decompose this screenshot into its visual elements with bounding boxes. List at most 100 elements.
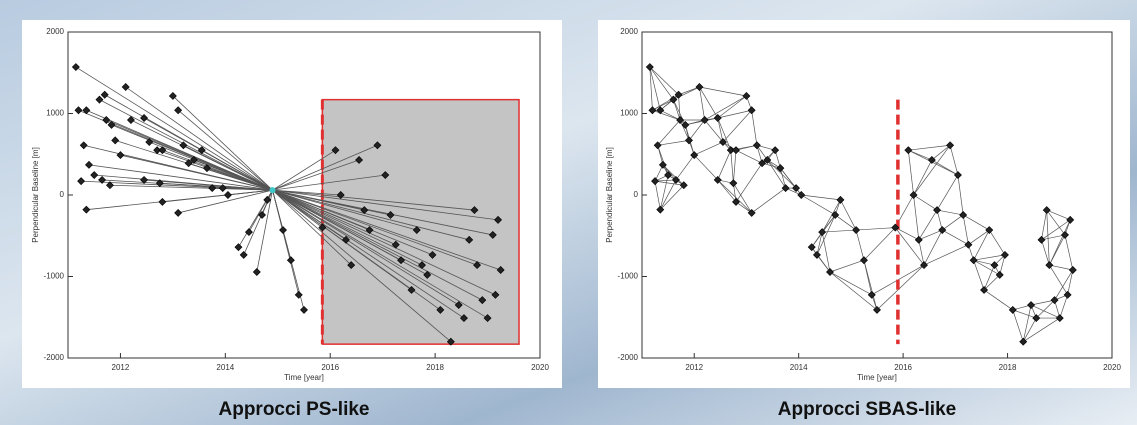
edge [735, 201, 752, 214]
edge [767, 159, 786, 189]
edge [863, 260, 878, 311]
x-axis-label: Time [year] [857, 373, 897, 382]
point [1032, 314, 1041, 323]
point [771, 146, 780, 155]
edge [660, 109, 681, 121]
y-tick-label: -1000 [44, 272, 65, 281]
point [126, 116, 135, 124]
edge [206, 167, 273, 191]
point [690, 151, 699, 160]
point [140, 175, 149, 184]
point [74, 106, 83, 115]
point [812, 250, 821, 259]
edge [942, 229, 969, 246]
point [111, 136, 120, 145]
point [174, 106, 183, 115]
edge [733, 182, 752, 214]
edge [863, 227, 896, 261]
y-tick-label: 2000 [46, 27, 64, 36]
edge [272, 189, 423, 266]
edge [272, 189, 499, 221]
edge [272, 189, 475, 211]
point [695, 83, 704, 91]
chart: 2012 2014 2016 2018 2020 -2000 -1000 0 1000 2000 T… [31, 27, 549, 420]
caption: Approcci PS-like [219, 399, 370, 420]
point [1042, 206, 1051, 215]
point [360, 206, 369, 215]
edge [88, 164, 273, 191]
point [920, 261, 928, 270]
edge [1041, 210, 1048, 240]
caption: Approcci SBAS-like [778, 399, 956, 420]
point [105, 181, 114, 190]
y-tick-label: -2000 [44, 353, 65, 362]
point [995, 270, 1004, 279]
edge [767, 159, 797, 189]
edge [654, 181, 661, 210]
point [116, 151, 125, 160]
point [488, 230, 497, 239]
point [365, 226, 374, 235]
y-tick-label: 1000 [620, 109, 638, 118]
edge [75, 66, 273, 191]
edge [178, 189, 273, 214]
point [752, 141, 761, 150]
edge [717, 150, 732, 181]
point [263, 195, 272, 204]
edge [931, 145, 951, 161]
point [174, 208, 183, 217]
point [331, 146, 340, 155]
edge [780, 167, 802, 196]
point [1063, 290, 1072, 299]
edge [840, 199, 857, 231]
x-tick-label: 2018 [426, 363, 444, 372]
edge [272, 189, 483, 301]
point [831, 211, 840, 219]
point [867, 290, 876, 299]
point [470, 206, 479, 215]
point [197, 146, 206, 155]
point [168, 92, 177, 100]
point [685, 136, 693, 145]
edge [272, 190, 305, 311]
edge [177, 109, 273, 191]
point [391, 240, 400, 249]
point [653, 141, 662, 150]
point [671, 175, 680, 184]
edge [272, 189, 501, 271]
edge [256, 190, 273, 273]
point [664, 171, 673, 179]
highlight-region [321, 98, 520, 345]
point [656, 205, 665, 214]
point [985, 226, 994, 235]
x-tick-label: 2012 [112, 363, 130, 372]
edge [1030, 304, 1060, 319]
edge [1067, 269, 1074, 295]
edge [652, 109, 681, 121]
point [496, 266, 505, 274]
edge [962, 214, 990, 231]
edge [272, 174, 386, 191]
point [729, 179, 738, 188]
edge [272, 189, 452, 343]
edge [730, 150, 734, 184]
edge [699, 86, 747, 97]
edge [973, 260, 985, 291]
edge [172, 95, 273, 191]
edge [735, 149, 763, 164]
edge [693, 154, 718, 181]
point [95, 95, 104, 104]
edge [227, 189, 273, 196]
point [179, 141, 188, 150]
point [891, 223, 900, 232]
point [747, 208, 756, 217]
edge [660, 184, 685, 210]
point [1037, 235, 1046, 244]
edge [835, 214, 857, 231]
edge [1041, 219, 1071, 241]
point [82, 205, 91, 214]
point [1045, 261, 1054, 270]
edge [821, 232, 831, 273]
edge [717, 109, 752, 119]
point [423, 270, 432, 279]
